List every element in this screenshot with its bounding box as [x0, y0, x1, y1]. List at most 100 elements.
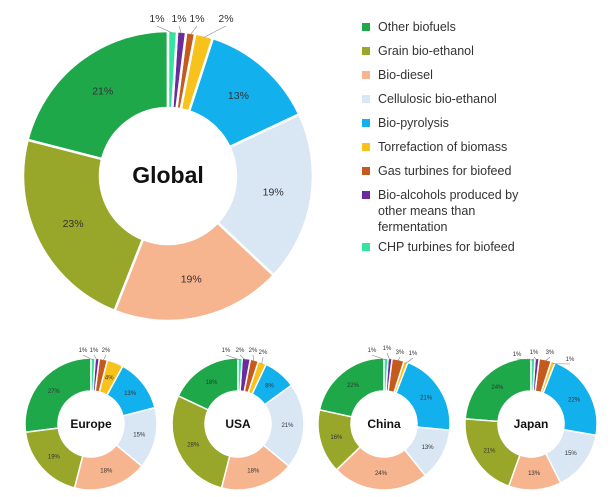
- legend-swatch: [362, 243, 370, 251]
- slice-label: 21%: [420, 396, 433, 402]
- slice-chp-turbines-for-biofeed: [530, 357, 536, 392]
- slice-label: 13%: [528, 471, 541, 477]
- slice-label: 28%: [187, 443, 200, 449]
- legend-swatch: [362, 119, 370, 127]
- leader-line: [178, 25, 182, 34]
- slice-label: 21%: [281, 423, 294, 429]
- legend-label: Cellulosic bio-ethanol: [378, 92, 497, 106]
- legend-swatch: [362, 47, 370, 55]
- leader-line: [93, 354, 98, 361]
- slice-label: 1%: [189, 13, 204, 25]
- donut-china: 22% 16% 24% 13% 21% 1% 1% 3% 1% China: [317, 346, 451, 491]
- slice-label: 13%: [124, 391, 137, 397]
- leader-line: [261, 356, 264, 365]
- slice-label: 2%: [218, 13, 233, 25]
- leader-line: [405, 357, 414, 364]
- slice-label: 21%: [483, 449, 496, 455]
- legend-swatch: [362, 143, 370, 151]
- legend-label: Torrefaction of biomass: [378, 140, 508, 154]
- slice-grain-bio-ethanol: [21, 138, 145, 313]
- slice-label: 1%: [149, 13, 164, 25]
- leader-line: [544, 356, 551, 362]
- slice-other-biofuels: [24, 357, 92, 434]
- slice-label: 18%: [205, 380, 218, 386]
- legend-item: Torrefaction of biomass: [362, 139, 612, 155]
- slice-chp-turbines-for-biofeed: [383, 357, 389, 392]
- legend-item: Grain bio-ethanol: [362, 43, 612, 59]
- slice-label: 19%: [263, 186, 284, 198]
- legend-label: Bio-alcohols produced by other means tha…: [378, 188, 519, 234]
- slice-label: 1%: [566, 357, 575, 363]
- slice-label: 19%: [48, 454, 61, 460]
- leader-line: [371, 354, 387, 361]
- donut-global: 21%23%19%19%13%1% 1% 1% 2%Global: [21, 13, 315, 323]
- legend-item: Gas turbines for biofeed: [362, 163, 612, 179]
- donut-japan: 24% 21% 13% 15% 22% 1% 1% 3% 1% Japan: [464, 350, 598, 491]
- slice-label: 22%: [347, 383, 360, 389]
- slice-label: 2%: [236, 348, 245, 354]
- slice-label: 16%: [330, 435, 343, 441]
- leader-line: [190, 25, 198, 35]
- leader-line: [239, 354, 247, 361]
- legend-swatch: [362, 191, 370, 199]
- slice-label: 1%: [222, 348, 231, 354]
- slice-label: 1%: [90, 348, 99, 354]
- chart-legend: Other biofuels Grain bio-ethanol Bio-diese…: [362, 19, 612, 263]
- slice-label: 15%: [133, 432, 146, 438]
- leader-line: [225, 354, 241, 361]
- slice-label: 23%: [63, 218, 84, 230]
- legend-swatch: [362, 71, 370, 79]
- slice-label: 1%: [530, 350, 539, 356]
- slice-chp-turbines-for-biofeed: [237, 357, 243, 392]
- slice-label: 1%: [383, 346, 392, 352]
- slice-chp-turbines-for-biofeed: [90, 357, 96, 392]
- legend-item: Other biofuels: [362, 19, 612, 35]
- donut-usa: 18%28%18%21%8%1% 2% 2% 2%USA: [171, 348, 305, 491]
- slice-label: 22%: [568, 397, 581, 403]
- slice-label: 1%: [409, 351, 418, 357]
- donut-europe: 27%19%18%15%13%4%1% 1% 2%Europe: [24, 348, 158, 491]
- slice-label: 8%: [265, 383, 274, 389]
- slice-label: 13%: [228, 90, 249, 102]
- leader-line: [102, 354, 107, 362]
- slice-label: 18%: [100, 469, 113, 475]
- slice-label: 15%: [565, 451, 578, 457]
- legend-label: Grain bio-ethanol: [378, 44, 474, 58]
- slice-label: 27%: [48, 389, 61, 395]
- slice-chp-turbines-for-biofeed: [166, 29, 179, 110]
- slice-other-biofuels: [26, 29, 170, 161]
- leader-line: [516, 358, 534, 361]
- leader-line: [533, 356, 538, 361]
- chart-title: Japan: [514, 417, 549, 431]
- slice-label: 13%: [422, 445, 435, 451]
- legend-label: Gas turbines for biofeed: [378, 164, 512, 178]
- leader-line: [397, 356, 401, 362]
- slice-label: 24%: [375, 471, 388, 477]
- slice-label: 2%: [259, 350, 268, 356]
- slice-label: 1%: [368, 348, 377, 354]
- slice-label: 19%: [181, 274, 202, 286]
- chart-title: Europe: [70, 417, 112, 431]
- slice-label: 1%: [79, 348, 88, 354]
- slice-label: 18%: [247, 469, 260, 475]
- chart-title: China: [367, 417, 401, 431]
- slice-label: 24%: [491, 385, 504, 391]
- slice-label: 21%: [92, 86, 113, 98]
- slice-label: 4%: [105, 376, 114, 382]
- slice-grain-bio-ethanol: [171, 394, 231, 489]
- legend-item: Cellulosic bio-ethanol: [362, 91, 612, 107]
- slice-label: 3%: [546, 350, 555, 356]
- legend-item: Bio-pyrolysis: [362, 115, 612, 131]
- slice-cellulosic-bio-ethanol: [215, 112, 315, 278]
- legend-item: CHP turbines for biofeed: [362, 239, 612, 255]
- legend-item: Bio-diesel: [362, 67, 612, 83]
- slice-label: 2%: [102, 348, 111, 354]
- legend-item: Bio-alcohols produced by other means tha…: [362, 187, 548, 235]
- slice-label: 1%: [513, 352, 522, 358]
- legend-label: CHP turbines for biofeed: [378, 240, 515, 254]
- chart-title: Global: [132, 162, 204, 188]
- legend-label: Bio-pyrolysis: [378, 116, 449, 130]
- legend-label: Other biofuels: [378, 20, 456, 34]
- slice-label: 3%: [396, 350, 405, 356]
